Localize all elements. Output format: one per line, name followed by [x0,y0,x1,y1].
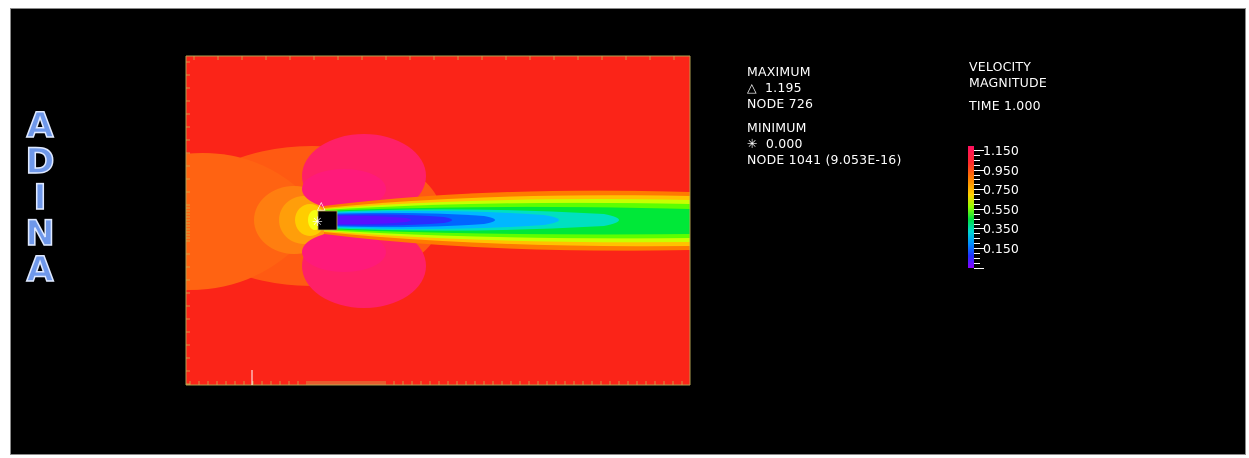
bottom-mesh-ticks [189,381,683,385]
color-legend: 1.150 0.950 0.750 0.550 0.350 0.150 [968,143,1078,270]
adina-logo: A D I N A [20,106,60,290]
contour-bands [186,56,690,385]
max-value: 1.195 [765,80,802,95]
logo-letter: D [25,142,56,182]
legend-tick [974,233,980,235]
legend-tick [974,203,980,205]
legend-label: 0.950 [983,163,1019,178]
legend-tick [974,218,980,220]
logo-letter: A [26,106,55,146]
velocity-contour-plot[interactable]: △ ✳ [184,54,692,387]
max-node: NODE 726 [747,96,814,111]
field-title-line2: MAGNITUDE [969,75,1047,90]
min-heading: MINIMUM [747,120,807,135]
legend-tick [974,208,984,210]
legend-tick [974,159,980,161]
logo-letter: I [33,178,48,218]
legend-tick [974,213,980,215]
min-value-line: ✳ 0.000 [747,136,803,152]
legend-tick [974,267,984,269]
min-marker: ✳ [312,215,323,230]
min-value: 0.000 [765,136,803,151]
min-symbol: ✳ [747,136,758,151]
legend-tick [974,228,984,230]
min-node: NODE 1041 (9.053E-16) [747,152,902,167]
legend-label: 0.350 [983,221,1019,236]
legend-tick [974,199,980,200]
legend-tick [974,184,980,186]
logo-letter: A [26,250,55,290]
legend-tick [974,257,980,259]
max-value-line: △ 1.195 [747,80,802,96]
time-label: TIME 1.000 [969,98,1041,113]
legend-tick [974,174,980,176]
legend-label: 0.750 [983,182,1019,197]
legend-label: 0.150 [983,241,1019,256]
legend-tick [974,248,984,249]
max-symbol: △ [747,80,757,95]
legend-tick [974,223,980,225]
legend-tick [974,179,980,181]
legend-tick [974,164,980,166]
legend-label: 0.550 [983,202,1019,217]
legend-tick [974,154,980,156]
legend-tick [974,194,980,196]
legend-tick [974,169,984,171]
logo-letter: N [25,214,56,254]
mesh-ticks [185,55,691,386]
legend-colorbar [968,146,974,268]
left-mesh-ticks [186,61,190,385]
legend-tick [974,189,984,191]
legend-tick [974,150,984,151]
legend-tick [974,262,980,264]
legend-tick [974,238,980,240]
top-mesh-ticks [193,56,675,60]
max-marker: △ [317,199,326,212]
legend-label: 1.150 [983,143,1019,158]
legend-tick [974,252,980,254]
max-heading: MAXIMUM [747,64,811,79]
field-title-line1: VELOCITY [969,59,1032,74]
legend-tick [974,243,980,245]
